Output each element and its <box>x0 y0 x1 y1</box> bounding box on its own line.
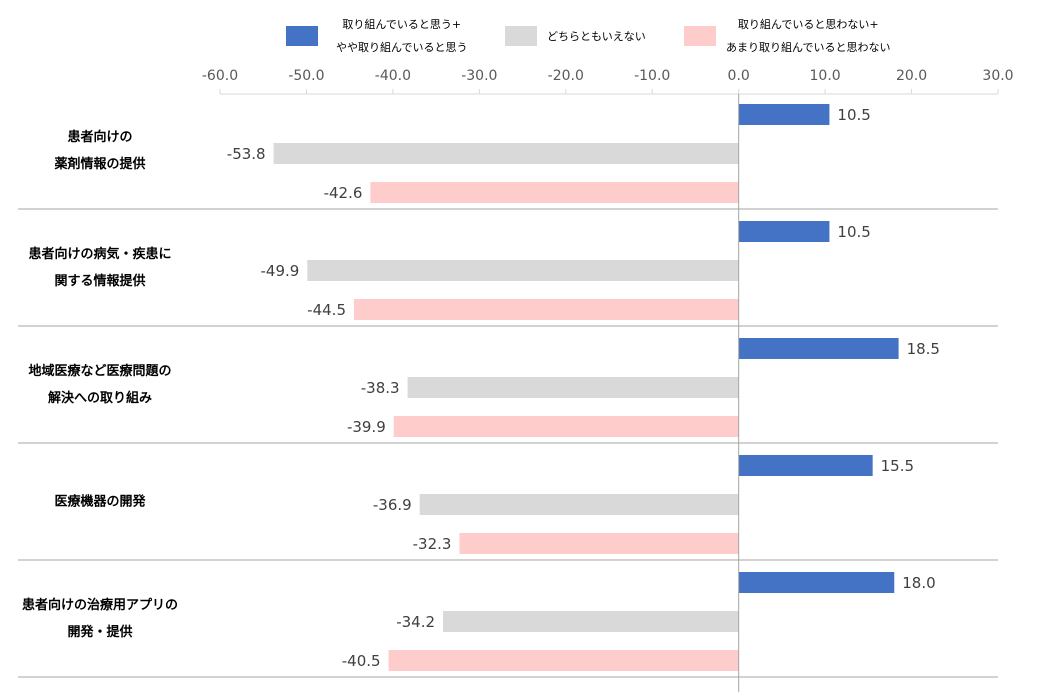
data-label: 10.5 <box>837 223 870 241</box>
data-label: -42.6 <box>324 184 363 202</box>
bar <box>443 611 739 632</box>
category-label: 解決への取り組み <box>47 390 152 406</box>
x-tick-label: -40.0 <box>375 68 411 84</box>
bar <box>738 221 830 242</box>
data-label: -32.3 <box>413 535 452 553</box>
bar <box>388 650 739 671</box>
legend-swatch <box>505 26 537 46</box>
legend-label: 取り組んでいると思わない+ <box>737 18 879 31</box>
category-label: 地域医療など医療問題の <box>28 363 171 379</box>
x-tick-label: -30.0 <box>461 68 497 84</box>
data-label: -34.2 <box>396 613 435 631</box>
x-tick-label: -50.0 <box>288 68 324 84</box>
bar <box>738 338 899 359</box>
category-label: 患者向けの <box>67 129 132 145</box>
x-tick-label: 0.0 <box>728 68 750 84</box>
bar <box>273 143 739 164</box>
x-tick-label: 30.0 <box>982 68 1013 84</box>
x-tick-label: -20.0 <box>548 68 584 84</box>
x-tick-label: -60.0 <box>202 68 238 84</box>
data-label: -40.5 <box>342 652 381 670</box>
legend-label: やや取り組んでいると思う <box>336 41 468 54</box>
legend-label: あまり取り組んでいると思わない <box>726 41 891 54</box>
legend-label: どちらともいえない <box>547 29 646 43</box>
x-tick-label: 20.0 <box>896 68 927 84</box>
category-label: 患者向けの病気・疾患に <box>28 246 171 262</box>
bar <box>738 572 895 593</box>
category-label: 薬剤情報の提供 <box>53 156 145 172</box>
data-label: -36.9 <box>373 496 412 514</box>
bar <box>370 182 739 203</box>
bar <box>738 104 830 125</box>
legend-swatch <box>286 26 318 46</box>
bar <box>393 416 739 437</box>
x-tick-label: -10.0 <box>634 68 670 84</box>
data-label: -44.5 <box>307 301 346 319</box>
data-label: 18.5 <box>907 340 940 358</box>
legend-swatch <box>684 26 716 46</box>
data-label: 15.5 <box>881 457 914 475</box>
category-label: 患者向けの治療用アプリの <box>22 597 178 613</box>
x-tick-label: 10.0 <box>810 68 841 84</box>
legend-item-neutral: どちらともいえない <box>505 12 646 60</box>
category-label: 開発・提供 <box>67 624 132 640</box>
bar <box>407 377 739 398</box>
bar <box>353 299 739 320</box>
legend-label: 取り組んでいると思う+ <box>342 18 462 31</box>
data-label: -53.8 <box>227 145 266 163</box>
data-label: -49.9 <box>260 262 299 280</box>
data-label: 10.5 <box>837 106 870 124</box>
legend-item-negative: 取り組んでいると思わない+ あまり取り組んでいると思わない <box>684 12 890 60</box>
data-label: -39.9 <box>347 418 386 436</box>
category-label: 関する情報提供 <box>54 273 145 289</box>
bar <box>459 533 739 554</box>
bar <box>307 260 739 281</box>
data-label: 18.0 <box>902 574 935 592</box>
legend-item-positive: 取り組んでいると思う+ やや取り組んでいると思う <box>286 12 467 60</box>
category-label: 医療機器の開発 <box>54 494 146 510</box>
bar <box>419 494 739 515</box>
bar <box>738 455 873 476</box>
data-label: -38.3 <box>361 379 400 397</box>
